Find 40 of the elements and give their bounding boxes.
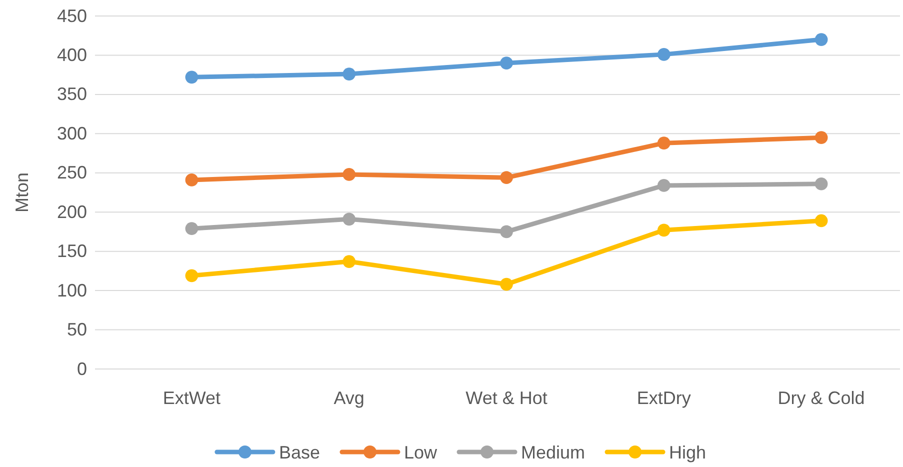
- legend-label: Medium: [521, 442, 586, 462]
- y-tick-label: 50: [66, 320, 87, 340]
- point: [500, 225, 513, 238]
- y-tick-label: 150: [56, 241, 87, 262]
- point: [657, 224, 670, 237]
- point: [814, 33, 828, 46]
- point: [185, 222, 198, 236]
- y-axis-title: Mton: [12, 172, 32, 213]
- legend-label: Base: [278, 442, 320, 462]
- point: [814, 177, 828, 190]
- y-tick-label: 350: [56, 84, 87, 104]
- x-tick-label: ExtDry: [636, 388, 691, 408]
- y-tick-label: 250: [56, 162, 87, 183]
- point: [500, 56, 513, 70]
- legend-label: High: [669, 442, 706, 462]
- x-tick-label: ExtWet: [162, 388, 221, 408]
- point: [657, 136, 670, 150]
- point: [500, 278, 513, 291]
- y-tick-label: 200: [56, 202, 87, 222]
- y-tick-label: 100: [56, 280, 87, 300]
- point: [342, 168, 356, 181]
- point: [814, 214, 828, 228]
- point: [657, 48, 670, 61]
- legend-label: Low: [404, 442, 438, 462]
- point: [185, 269, 198, 282]
- y-tick-label: 300: [56, 123, 87, 144]
- point: [342, 68, 356, 80]
- y-tick-label: 400: [56, 44, 87, 65]
- x-tick-label: Dry & Cold: [778, 388, 865, 408]
- point: [814, 131, 828, 144]
- y-tick-label: 450: [56, 6, 87, 26]
- point: [185, 70, 198, 84]
- x-tick-label: Wet & Hot: [466, 388, 548, 408]
- point: [342, 212, 356, 226]
- x-tick-label: Avg: [334, 388, 364, 408]
- point: [657, 179, 670, 192]
- point: [500, 171, 513, 184]
- y-tick-label: 0: [76, 358, 87, 379]
- point: [342, 255, 356, 268]
- point: [185, 174, 198, 186]
